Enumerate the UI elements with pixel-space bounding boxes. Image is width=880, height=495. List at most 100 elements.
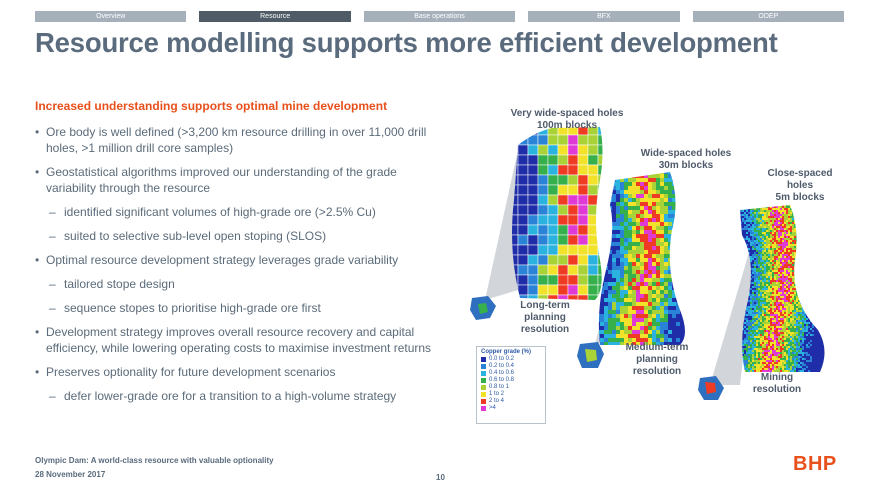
grade-block bbox=[764, 356, 766, 358]
grade-block bbox=[774, 254, 776, 256]
grade-block bbox=[656, 286, 660, 290]
grade-block bbox=[766, 258, 768, 260]
grade-block bbox=[782, 308, 784, 310]
grade-block bbox=[680, 306, 684, 310]
grade-block bbox=[830, 338, 832, 340]
grade-block bbox=[660, 274, 664, 278]
grade-block bbox=[810, 228, 812, 230]
grade-block bbox=[802, 332, 804, 334]
grade-block bbox=[816, 330, 818, 332]
grade-block bbox=[766, 350, 768, 352]
grade-block bbox=[802, 324, 804, 326]
grade-block bbox=[830, 288, 832, 290]
grade-block bbox=[608, 270, 612, 274]
grade-block bbox=[802, 226, 804, 228]
grade-block bbox=[620, 246, 624, 250]
grade-block bbox=[760, 278, 762, 280]
tab-base-operations[interactable]: Base operations bbox=[363, 11, 516, 22]
grade-block bbox=[786, 350, 788, 352]
tab-odep[interactable]: ODEP bbox=[692, 11, 845, 22]
grade-block bbox=[628, 222, 632, 226]
grade-block bbox=[790, 216, 792, 218]
grade-block bbox=[744, 332, 746, 334]
grade-block bbox=[740, 246, 742, 248]
grade-block bbox=[752, 268, 754, 270]
grade-block bbox=[762, 208, 764, 210]
grade-block bbox=[768, 354, 770, 356]
grade-block bbox=[644, 182, 648, 186]
grade-block bbox=[762, 290, 764, 292]
grade-block bbox=[680, 290, 684, 294]
grade-block bbox=[792, 320, 794, 322]
grade-block bbox=[688, 278, 692, 282]
grade-block bbox=[802, 320, 804, 322]
grade-block bbox=[752, 342, 754, 344]
grade-block bbox=[774, 312, 776, 314]
grade-block bbox=[778, 338, 780, 340]
grade-block bbox=[768, 242, 770, 244]
grade-block bbox=[648, 198, 652, 202]
grade-block bbox=[812, 352, 814, 354]
grade-block bbox=[788, 258, 790, 260]
grade-block bbox=[766, 318, 768, 320]
grade-block bbox=[684, 206, 685, 210]
grade-block bbox=[764, 296, 766, 298]
grade-block bbox=[672, 178, 676, 182]
grade-block bbox=[792, 296, 794, 298]
grade-block bbox=[810, 328, 812, 330]
grade-block bbox=[814, 210, 816, 212]
grade-block bbox=[814, 262, 816, 264]
grade-block bbox=[776, 352, 778, 354]
grade-block bbox=[820, 254, 822, 256]
grade-block bbox=[644, 262, 648, 266]
grade-block bbox=[750, 314, 752, 316]
grade-block bbox=[652, 258, 656, 262]
grade-block bbox=[772, 208, 774, 210]
grade-block bbox=[517, 154, 529, 166]
grade-block bbox=[800, 208, 802, 210]
grade-block bbox=[762, 234, 764, 236]
grade-block bbox=[648, 270, 652, 274]
grade-block bbox=[766, 294, 768, 296]
grade-block bbox=[802, 336, 804, 338]
grade-block bbox=[608, 302, 612, 306]
grade-block bbox=[830, 252, 832, 254]
grade-block bbox=[746, 336, 748, 338]
grade-block bbox=[784, 230, 786, 232]
grade-block bbox=[680, 286, 684, 290]
grade-block bbox=[770, 348, 772, 350]
grade-block bbox=[816, 218, 818, 220]
grade-block bbox=[577, 214, 589, 226]
grade-block bbox=[754, 344, 756, 346]
grade-block bbox=[778, 240, 780, 242]
grade-block bbox=[527, 144, 539, 156]
grade-block bbox=[640, 302, 644, 306]
grade-block bbox=[632, 234, 636, 238]
grade-block bbox=[746, 252, 748, 254]
grade-block bbox=[557, 194, 569, 206]
grade-block bbox=[774, 332, 776, 334]
grade-block bbox=[660, 258, 664, 262]
tab-resource[interactable]: Resource bbox=[199, 11, 351, 22]
grade-block bbox=[742, 218, 744, 220]
grade-block bbox=[824, 292, 825, 294]
grade-block bbox=[812, 224, 814, 226]
grade-block bbox=[660, 342, 664, 345]
grade-block bbox=[754, 280, 756, 282]
tab-overview[interactable]: Overview bbox=[35, 11, 187, 22]
grade-block bbox=[736, 260, 738, 262]
grade-block bbox=[794, 210, 796, 212]
grade-block bbox=[774, 288, 776, 290]
grade-block bbox=[784, 288, 786, 290]
grade-block bbox=[672, 218, 676, 222]
grade-block bbox=[750, 268, 752, 270]
grade-block bbox=[688, 250, 692, 254]
tab-bfx[interactable]: BFX bbox=[528, 11, 680, 22]
grade-block bbox=[830, 282, 832, 284]
grade-block bbox=[770, 278, 772, 280]
grade-block bbox=[774, 240, 776, 242]
grade-block bbox=[772, 224, 774, 226]
grade-block bbox=[688, 178, 692, 182]
grade-block bbox=[786, 246, 788, 248]
grade-block bbox=[748, 326, 750, 328]
